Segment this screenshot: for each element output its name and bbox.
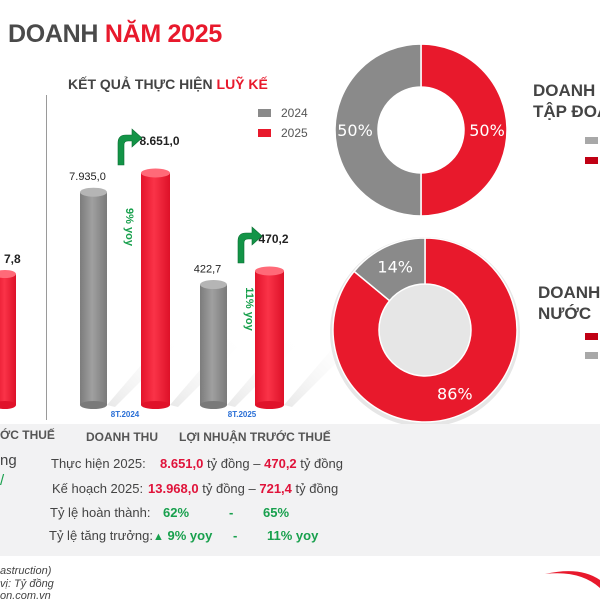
donut2-title-line2: NƯỚC xyxy=(538,304,592,323)
growth-arrow-icon xyxy=(237,226,263,264)
separator: - xyxy=(229,505,234,520)
row-label: Tỷ lệ tăng trưởng: xyxy=(49,528,153,543)
donut-slice xyxy=(334,43,422,217)
row-label: Tỷ lệ hoàn thành: xyxy=(50,505,151,520)
growth-arrow-icon xyxy=(117,128,143,166)
donut1-title-line2: TẬP ĐOÀ xyxy=(533,102,600,121)
row-label: Kế hoạch 2025: xyxy=(52,481,144,496)
donut-slice xyxy=(420,43,508,217)
bar-base xyxy=(255,401,284,409)
bar-value-label: 422,7 xyxy=(194,264,222,276)
bar-2025-1 xyxy=(255,271,284,405)
donut1-title: DOANH T TẬP ĐOÀ xyxy=(533,80,600,122)
table-row-values: 13.968,0 tỷ đồng – 721,4 tỷ đồng xyxy=(148,481,338,496)
header-revenue: DOANH THU xyxy=(86,430,158,444)
profit-completion: 65% xyxy=(263,505,290,520)
donut2-title-line1: DOANH xyxy=(538,283,600,302)
revenue-growth: ▲ 9% yoy xyxy=(153,528,212,543)
donut-slice xyxy=(332,237,518,423)
bar-value-label: 8.651,0 xyxy=(139,134,179,148)
donut-chart-domestic: 86% 14% xyxy=(330,237,520,427)
revenue-completion: 62% xyxy=(163,505,190,520)
donut-slice-label: 50% xyxy=(469,121,505,140)
header-profit: LỢI NHUẬN TRƯỚC THUẾ xyxy=(179,430,331,444)
bar-top xyxy=(0,270,16,278)
summary-panel xyxy=(0,424,600,556)
bar-2025-0 xyxy=(141,173,170,405)
revenue-growth-value: 9% yoy xyxy=(167,528,213,543)
footer-source: astruction) xyxy=(0,565,52,577)
donut2-legend-swatch-gray xyxy=(585,352,598,359)
divider-line xyxy=(46,95,47,420)
subtitle-part1: KẾT QUẢ THỰC HIỆN xyxy=(68,76,213,92)
title-part2: NĂM 2025 xyxy=(104,20,222,48)
profit-plan: 721,4 xyxy=(259,481,292,496)
table-row: Kế hoạch 2025: xyxy=(52,481,143,496)
row-label: Thực hiện 2025: xyxy=(51,456,146,471)
separator: - xyxy=(233,528,238,543)
profit-actual: 470,2 xyxy=(264,456,297,471)
bar-top xyxy=(200,280,227,290)
unit: tỷ đồng xyxy=(295,481,339,496)
legend-swatch-2024 xyxy=(258,109,271,117)
growth-yoy-label: 11% yoy xyxy=(243,287,255,331)
bar-2024-0 xyxy=(80,192,107,405)
partial-bar-value-label: 7,8 xyxy=(4,252,21,266)
period-label: 8T.2024 xyxy=(111,410,140,419)
table-row: Thực hiện 2025: xyxy=(51,456,146,471)
bar-base xyxy=(0,401,16,409)
profit-growth: 11% yoy xyxy=(267,528,319,543)
unit: tỷ đồng – xyxy=(202,481,256,496)
title-part1: DOANH xyxy=(8,20,99,48)
left-partial-text: ng xyxy=(0,452,17,469)
subtitle-part2: LUỸ KẾ xyxy=(216,76,268,92)
donut-slice-label: 86% xyxy=(437,384,473,403)
bar-2024-1 xyxy=(200,284,227,405)
legend-swatch-2025 xyxy=(258,129,271,137)
left-partial-header: ỚC THUẾ xyxy=(0,428,55,442)
legend-label-2025: 2025 xyxy=(281,126,308,140)
donut2-title: DOANH NƯỚC xyxy=(538,282,600,324)
donut-slice xyxy=(353,237,426,302)
triangle-up-icon: ▲ xyxy=(153,531,164,543)
bar-value-label: 470,2 xyxy=(258,232,288,246)
revenue-plan: 13.968,0 xyxy=(148,481,199,496)
donut1-legend-swatch-gray xyxy=(585,137,598,144)
page-title: DOANH NĂM 2025 xyxy=(8,20,222,49)
table-row-values: 8.651,0 tỷ đồng – 470,2 tỷ đồng xyxy=(160,456,343,471)
partial-left-bar xyxy=(0,274,16,405)
bar-base xyxy=(141,401,170,409)
footer-unit: vị: Tỷ đồng xyxy=(0,578,54,590)
growth-yoy-label: 9% yoy xyxy=(123,208,135,247)
bar-value-label: 7.935,0 xyxy=(69,171,106,183)
decorative-swoosh xyxy=(545,571,600,588)
donut-chart-group: 50% 50% xyxy=(334,43,508,217)
left-partial-check: / xyxy=(0,472,5,489)
donut1-title-line1: DOANH T xyxy=(533,81,600,100)
bar-top xyxy=(80,187,107,197)
period-label: 8T.2025 xyxy=(228,410,257,419)
revenue-actual: 8.651,0 xyxy=(160,456,204,471)
donut2-legend-swatch-red xyxy=(585,333,598,340)
bar-base xyxy=(200,401,227,409)
donut1-legend-swatch-red xyxy=(585,157,598,164)
bar-base xyxy=(80,401,107,409)
unit: tỷ đồng xyxy=(300,456,343,471)
legend-item-2025: 2025 xyxy=(258,126,308,140)
bar-top xyxy=(141,168,170,178)
chart-subtitle: KẾT QUẢ THỰC HIỆN LUỸ KẾ xyxy=(68,76,268,92)
bar-top xyxy=(255,266,284,276)
donut-slice-label: 50% xyxy=(337,121,373,140)
legend-label-2024: 2024 xyxy=(281,106,308,120)
footer-website: on.com.vn xyxy=(0,590,51,600)
unit: tỷ đồng – xyxy=(207,456,261,471)
donut-slice-label: 14% xyxy=(377,258,413,277)
legend-item-2024: 2024 xyxy=(258,106,308,120)
